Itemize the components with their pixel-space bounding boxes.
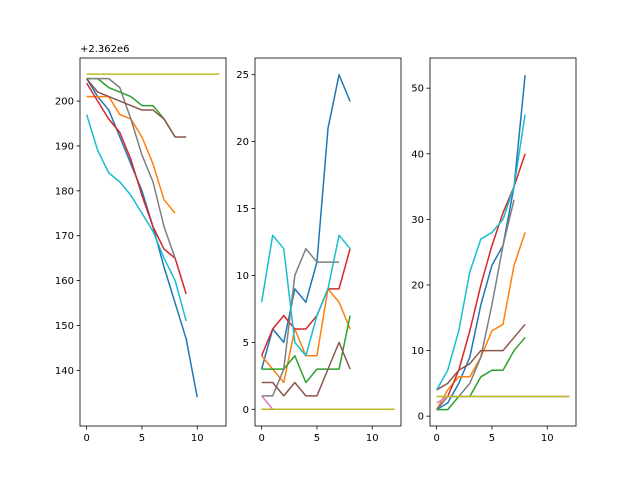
series-line-8 [435,114,526,391]
axes-frame [429,57,577,427]
series-line-2 [436,336,526,411]
subplot-middle: 0 5 10 0 5 10 15 20 25 [236,57,402,444]
series-line-2 [86,77,176,138]
y-tick-label: 0 [418,412,424,423]
y-tick-label: 160 [55,276,74,287]
y-tick-label: 190 [55,141,74,152]
y-tick-label: 10 [411,346,424,357]
y-tick-label: 40 [411,149,424,160]
x-tick-label: 0 [433,433,439,444]
series-line-3 [85,82,187,295]
series-line-0 [85,78,198,398]
series-line-4 [436,199,515,411]
series-line-0 [260,73,351,370]
subplot-right: 0 5 10 0 10 20 30 40 50 [411,57,577,444]
x-tick-label: 5 [314,433,320,444]
x-tick-label: 5 [139,433,145,444]
y-tick-label: 200 [55,97,74,108]
y-tick-label: 180 [55,186,74,197]
y-offset-label: +2.362e6 [80,44,130,55]
x-tick-label: 0 [258,433,264,444]
series-line-0 [436,74,526,411]
series-line-6 [261,341,351,397]
x-tick-label: 10 [191,433,204,444]
series-line-5 [86,78,187,138]
x-tick-label: 10 [366,433,379,444]
series-line-4 [86,77,176,259]
x-tick-label: 0 [83,433,89,444]
series-line-4 [260,248,351,357]
x-tick-label: 10 [541,433,554,444]
y-tick-label: 20 [411,280,424,291]
y-tick-label: 15 [236,204,249,215]
axes-frame [254,57,402,427]
y-tick-label: 150 [55,321,74,332]
y-tick-label: 20 [236,137,249,148]
series-line-7 [261,395,362,411]
x-tick-label: 5 [489,433,495,444]
series-line-3 [261,315,351,384]
series-line-5 [436,323,526,391]
y-tick-label: 25 [236,70,249,81]
subplot-left: 0 5 10 140 150 160 170 180 190 200 [55,57,227,444]
y-tick-label: 30 [411,215,424,226]
y-tick-label: 170 [55,231,74,242]
y-tick-label: 50 [411,84,424,95]
axes-frame [79,57,227,427]
y-tick-label: 10 [236,271,249,282]
series-line-7 [85,114,187,322]
series-line-5 [261,247,340,397]
y-tick-label: 0 [243,405,249,416]
y-tick-label: 5 [243,338,249,349]
series-line-1 [435,232,526,410]
series-line-9 [260,234,351,357]
y-tick-label: 140 [55,366,74,377]
